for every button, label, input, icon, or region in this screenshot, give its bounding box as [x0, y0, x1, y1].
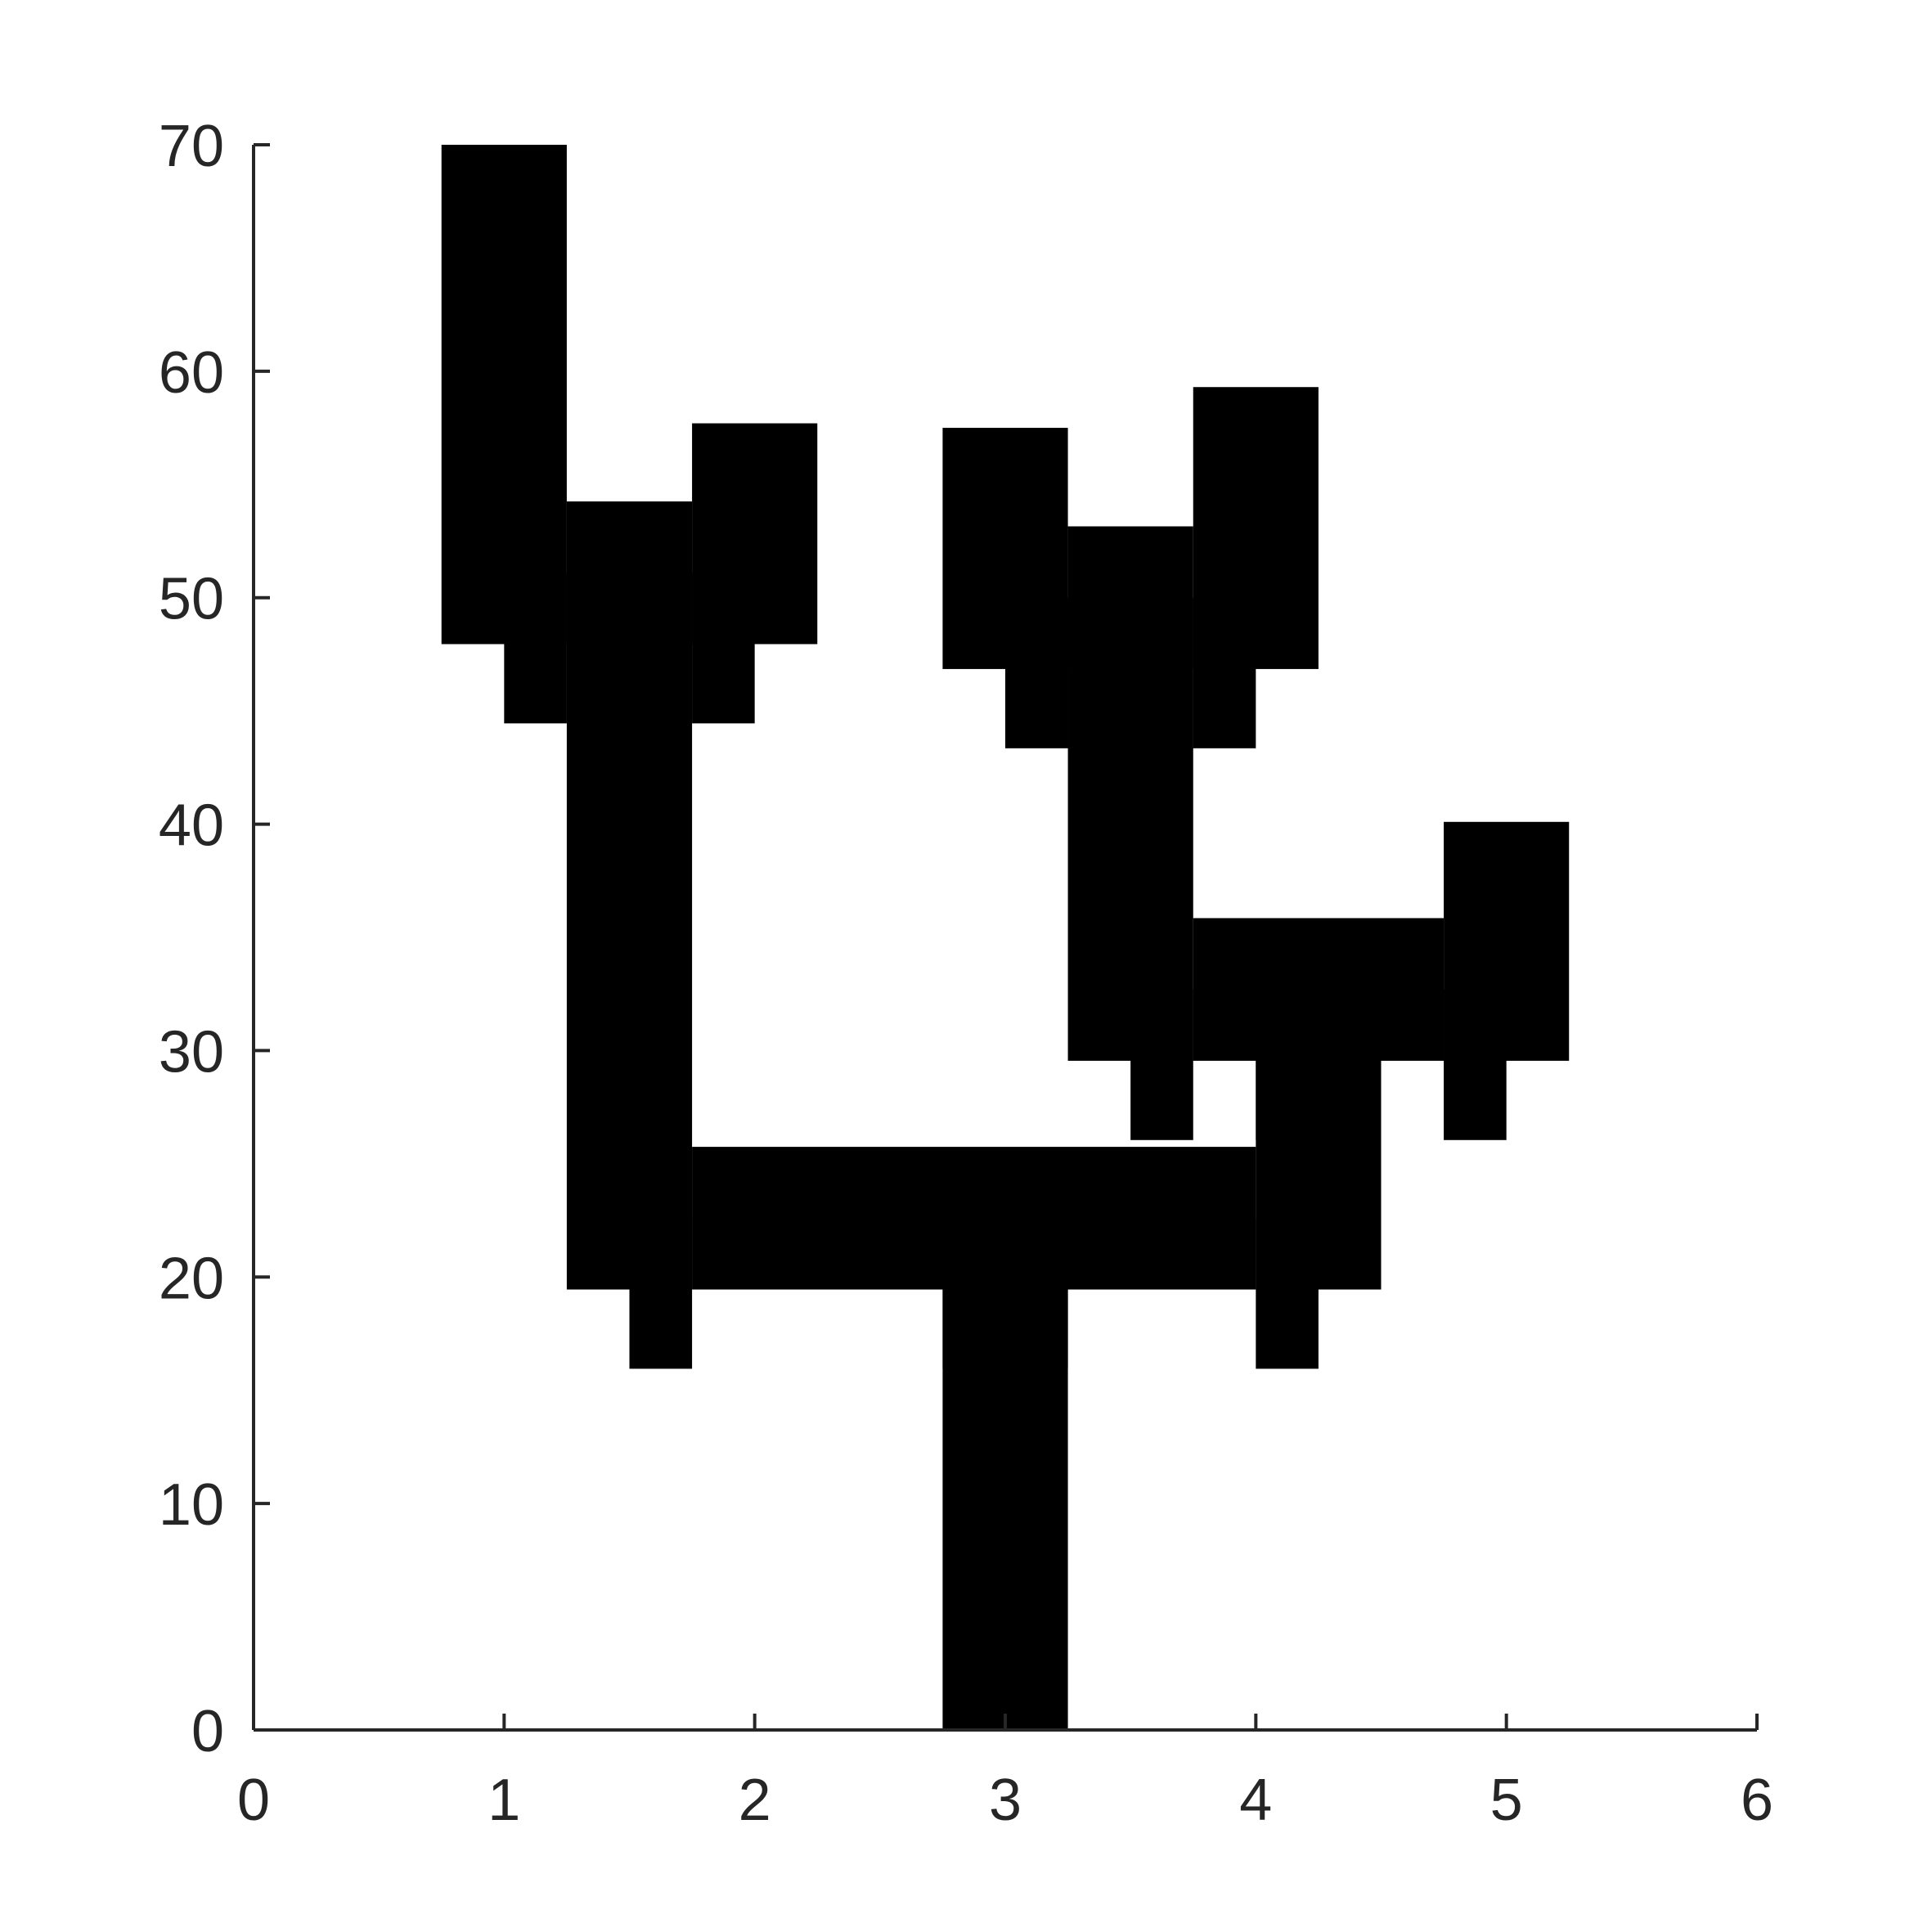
y-tick-label: 60: [159, 340, 224, 406]
x-tick-label: 2: [739, 1768, 771, 1833]
x-tick-label: 4: [1239, 1768, 1272, 1833]
dendrogram-blocks: [441, 145, 1570, 1730]
x-tick-label: 5: [1490, 1768, 1523, 1833]
merge2-left-step-15: [1130, 989, 1193, 1140]
merge1-left-step-9: [1005, 597, 1068, 748]
y-tick-label: 10: [159, 1472, 224, 1538]
y-tick-label: 0: [191, 1699, 224, 1764]
y-tick-label: 30: [159, 1019, 224, 1085]
y-tick-label: 50: [159, 567, 224, 632]
x-tick-label: 1: [487, 1768, 520, 1833]
root-stem-24: [942, 1218, 1068, 1730]
y-tick-label: 20: [159, 1246, 224, 1311]
y-ticks: 0 10 20 30 40 50 60 70: [159, 114, 270, 1764]
merge0-right-step-4: [692, 573, 755, 724]
merge3-right-step-22: [1256, 1218, 1319, 1369]
merge3-left-branch-18: [566, 573, 693, 1290]
merge2-right-step-16: [1444, 989, 1507, 1140]
x-tick-label: 6: [1741, 1768, 1773, 1833]
merge0-left-step-3: [504, 573, 567, 724]
y-tick-label: 70: [159, 114, 224, 179]
y-tick-label: 40: [159, 793, 224, 859]
merge0-left-branch-0: [441, 145, 567, 645]
merge2-left-branch-12: [1067, 597, 1193, 1061]
x-tick-label: 0: [237, 1768, 270, 1833]
x-tick-label: 3: [989, 1768, 1022, 1833]
x-ticks: 0 1 2 3 4 5 6: [237, 1714, 1773, 1833]
merge1-right-step-10: [1193, 597, 1256, 748]
merge3-left-step-21: [629, 1218, 693, 1369]
